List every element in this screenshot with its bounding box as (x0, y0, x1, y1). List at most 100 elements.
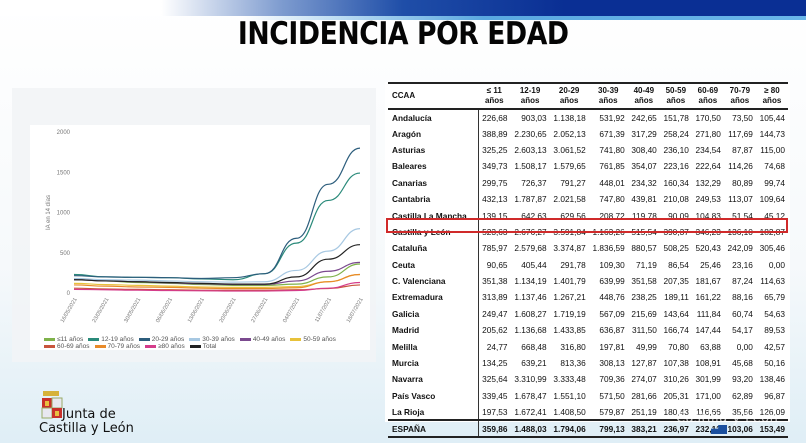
incidence-value: 726,37 (521, 177, 547, 188)
incidence-value: 258,24 (663, 128, 689, 139)
incidence-value: 325,64 (482, 374, 508, 385)
x-tick-label: 20/06/2021 (219, 297, 238, 324)
incidence-value: 3.310,99 (514, 374, 547, 385)
incidence-value: 313,89 (482, 292, 508, 303)
incidence-value: 107,38 (663, 358, 689, 369)
incidence-value: 1.672,41 (514, 406, 547, 417)
incidence-value: 579,87 (599, 406, 625, 417)
legend-label: Total (202, 343, 217, 350)
incidence-value: 109,30 (599, 259, 625, 270)
x-tick-label: 11/07/2021 (314, 297, 333, 323)
incidence-value: 359,86 (482, 423, 508, 434)
incidence-value: 308,13 (599, 358, 625, 369)
incidence-value: 448,76 (599, 292, 625, 303)
column-header: 30-39 años (598, 86, 619, 105)
legend-item: Total (189, 343, 217, 350)
incidence-value: 791,27 (560, 177, 586, 188)
table-header-row: CCAA ≤ 11 años 12-19 años 20-29 años 30-39 años 4… (388, 83, 788, 109)
x-tick-label: 27/06/2021 (250, 297, 269, 324)
legend-swatch (145, 345, 157, 348)
column-header: 50-59 años (665, 86, 687, 105)
incidence-value: 1.678,47 (514, 390, 547, 401)
incidence-value: 114,63 (760, 276, 785, 287)
incidence-value: 305,46 (759, 243, 785, 254)
incidence-value: 105,44 (759, 112, 785, 123)
incidence-value: 236,10 (663, 144, 689, 155)
incidence-value: 127,87 (631, 358, 657, 369)
incidence-value: 1.836,59 (592, 243, 625, 254)
incidence-value: 117,69 (728, 128, 753, 139)
region-name: Andalucía (388, 109, 479, 126)
incidence-value: 205,62 (482, 325, 508, 336)
slide-title: INCIDENCIA POR EDAD (237, 16, 569, 52)
incidence-value: 339,45 (482, 390, 508, 401)
incidence-value: 1.794,06 (553, 423, 586, 434)
region-name: Ceuta (388, 256, 479, 273)
incidence-value: 89,53 (764, 325, 785, 336)
incidence-value: 761,85 (599, 161, 625, 172)
incidence-value: 134,25 (482, 358, 508, 369)
incidence-value: 249,53 (695, 194, 721, 205)
incidence-value: 1.488,03 (514, 423, 547, 434)
x-tick-label: 16/05/2021 (60, 297, 79, 324)
legend-swatch (44, 338, 55, 341)
legend-swatch (290, 338, 302, 341)
region-name: ESPAÑA (388, 420, 479, 437)
series-line (73, 273, 361, 290)
region-name: País Vasco (388, 387, 479, 405)
incidence-value: 1.408,50 (553, 406, 586, 417)
y-axis-label: IA en 14 días (46, 195, 52, 230)
header-accent (0, 16, 806, 20)
y-tick-label: 500 (60, 251, 71, 257)
incidence-value: 88,16 (732, 292, 753, 303)
column-header: ≥ 80 años (762, 86, 782, 105)
incidence-value: 3.061,52 (553, 144, 586, 155)
incidence-value: 151,78 (663, 112, 689, 123)
legend-item: 20-29 años (138, 336, 184, 343)
incidence-value: 51,54 (732, 210, 753, 221)
incidence-value: 671,39 (599, 128, 625, 139)
logo-text-line2: Castilla y León (39, 421, 134, 436)
incidence-value: 2.052,13 (553, 128, 586, 139)
incidence-value: 115,00 (760, 144, 785, 155)
incidence-value: 138,46 (759, 374, 785, 385)
incidence-value: 903,03 (521, 112, 547, 123)
legend-swatch (138, 338, 150, 341)
incidence-value: 317,29 (631, 128, 657, 139)
table-row: Aragón 388,89 2.230,65 2.052,13 671,39 317,29… (388, 125, 788, 142)
incidence-value: 23,16 (732, 259, 753, 270)
incidence-value: 636,87 (599, 325, 625, 336)
incidence-value: 0,00 (736, 341, 753, 352)
region-name: Navarra (388, 371, 479, 388)
legend-item: ≤11 años (44, 336, 83, 343)
incidence-value: 448,01 (599, 177, 625, 188)
region-name: Cantabria (388, 190, 479, 208)
incidence-value: 103,06 (727, 423, 753, 434)
incidence-value: 1.787,87 (514, 194, 547, 205)
table-row: Navarra 325,64 3.310,99 3.333,48 709,36 274,0… (388, 371, 788, 388)
table-row: La Rioja 197,53 1.672,41 1.408,50 579,87 251,… (388, 404, 788, 421)
table-row: Andalucía 226,68 903,03 1.138,18 531,92 242,6… (388, 109, 788, 126)
series-line (73, 244, 361, 285)
incidence-value: 880,57 (631, 243, 657, 254)
region-name: Asturias (388, 141, 479, 159)
legend-label: 40-49 años (252, 336, 286, 343)
watermark-icon (711, 425, 727, 434)
incidence-value: 215,69 (631, 308, 657, 319)
incidence-value: 316,80 (560, 341, 586, 352)
incidence-value: 405,44 (521, 259, 547, 270)
incidence-value: 281,66 (631, 390, 657, 401)
incidence-value: 639,99 (599, 276, 625, 287)
legend-item: 50-59 años (290, 336, 336, 343)
highlight-box-castilla-y-leon (386, 218, 788, 233)
incidence-value: 71,19 (636, 259, 657, 270)
table-row: Baleares 349,73 1.508,17 1.579,65 761,85 354,… (388, 158, 788, 175)
incidence-value: 143,64 (663, 308, 689, 319)
incidence-value: 2.021,58 (553, 194, 586, 205)
region-name: Extremadura (388, 289, 479, 306)
incidence-value: 299,75 (482, 177, 508, 188)
incidence-value: 197,81 (599, 341, 625, 352)
table-row: Extremadura 313,89 1.137,46 1.267,21 448,76 2… (388, 289, 788, 306)
incidence-value: 1.138,18 (553, 112, 586, 123)
legend-item: 40-49 años (239, 336, 286, 343)
